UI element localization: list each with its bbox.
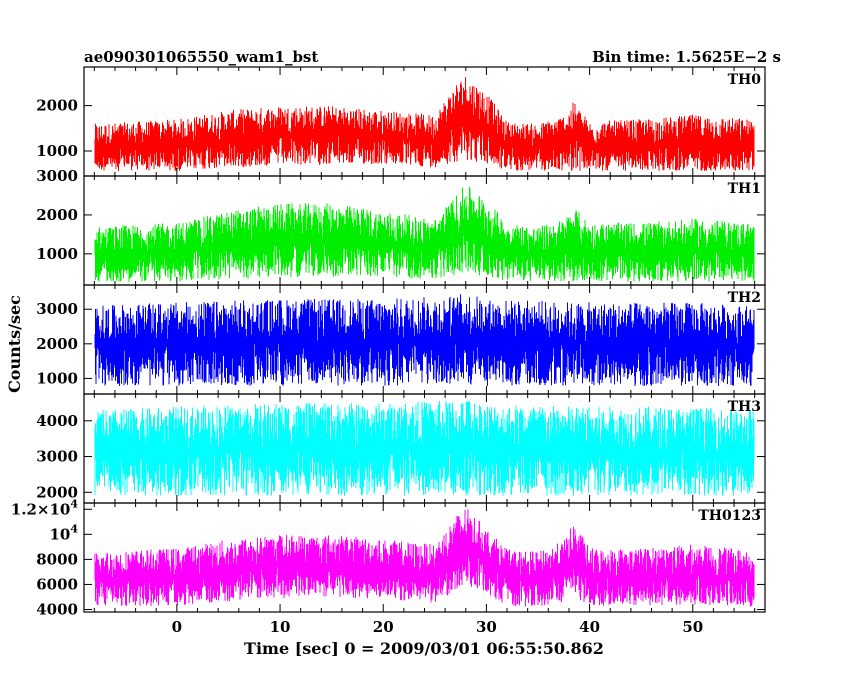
panels-group: 1000 2000 TH0 1000 2000 3000 TH1 1000 2000 3000 TH…: [11, 66, 766, 636]
y-tick-label: 2000: [36, 97, 78, 115]
y-tick-label: 1000: [36, 369, 78, 387]
chart-title: ae090301065550_wam1_bst: [84, 48, 318, 66]
series-line-th3: [94, 400, 755, 496]
y-tick-label: 6000: [36, 575, 78, 593]
panel-label-th0123: TH0123: [698, 508, 761, 524]
y-tick-label: 3000: [36, 167, 78, 185]
panel-label-th3: TH3: [728, 399, 761, 415]
y-tick-label: 1000: [36, 142, 78, 160]
panel-label-th0: TH0: [728, 72, 762, 88]
bin-time-label: Bin time: 1.5625E−2 s: [592, 48, 781, 66]
y-tick-label: 3000: [36, 300, 78, 318]
panel-label-th2: TH2: [728, 290, 761, 306]
y-tick-label: 2000: [36, 335, 78, 353]
series-line-th1: [94, 186, 755, 282]
series-line-th0123: [94, 509, 755, 607]
series-line-th2: [94, 294, 755, 386]
y-tick-label: 4000: [36, 600, 78, 618]
panel-label-th1: TH1: [728, 181, 761, 197]
x-tick-label: 10: [270, 618, 291, 636]
series-line-th0: [94, 77, 755, 171]
y-tick-label: 4000: [36, 412, 78, 430]
y-tick-label: 1000: [36, 245, 78, 263]
y-tick-label: 2000: [36, 483, 78, 501]
y-tick-label: 104: [49, 522, 78, 543]
y-tick-label: 8000: [36, 550, 78, 568]
x-axis-label: Time [sec] 0 = 2009/03/01 06:55:50.862: [244, 639, 604, 658]
y-tick-label: 3000: [36, 448, 78, 466]
x-tick-label: 30: [476, 618, 497, 636]
y-tick-label: 2000: [36, 206, 78, 224]
y-axis-label: Counts/sec: [5, 295, 24, 393]
x-tick-label: 20: [373, 618, 394, 636]
y-tick-label: 1.2×104: [11, 497, 79, 518]
x-tick-label: 0: [172, 618, 182, 636]
x-tick-label: 50: [682, 618, 703, 636]
x-tick-label: 40: [579, 618, 600, 636]
